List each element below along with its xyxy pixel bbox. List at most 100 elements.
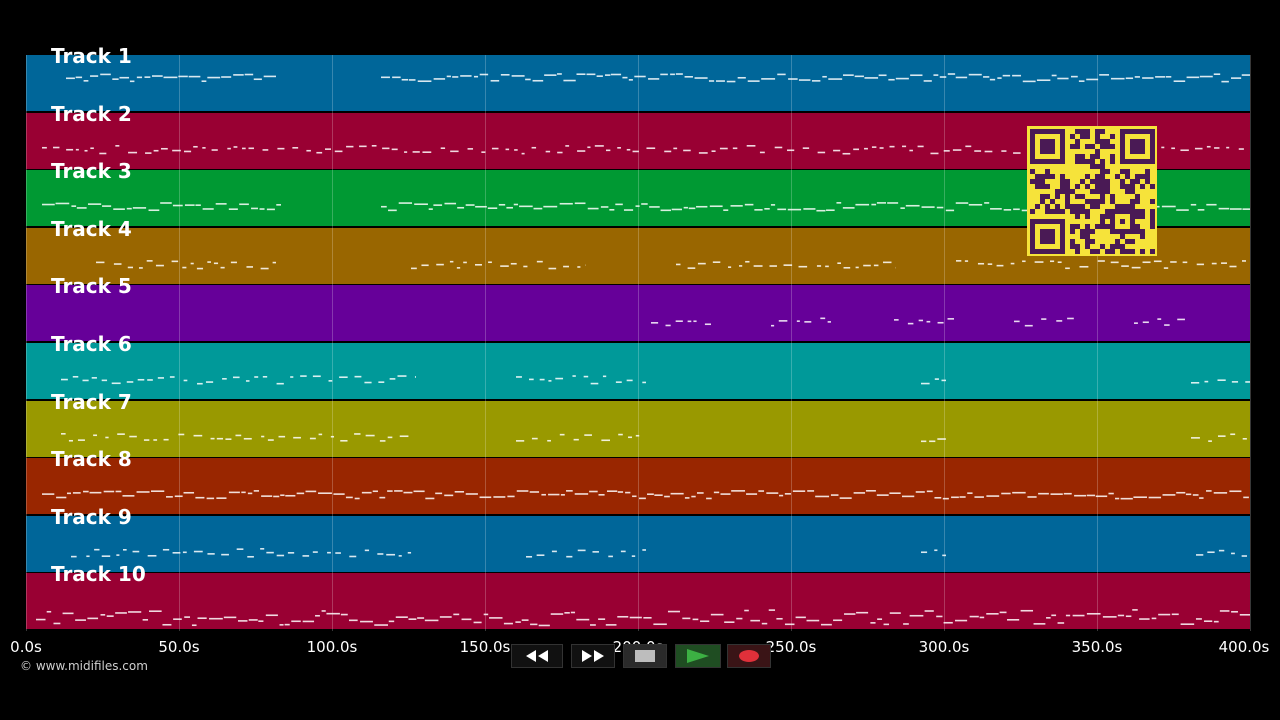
note xyxy=(197,617,207,620)
note xyxy=(745,260,750,263)
note xyxy=(696,206,708,208)
note xyxy=(461,618,472,621)
note xyxy=(392,76,401,79)
note xyxy=(629,617,642,619)
note xyxy=(626,379,633,382)
note xyxy=(302,621,315,623)
note xyxy=(491,147,499,149)
rewind-button[interactable] xyxy=(511,644,563,668)
note xyxy=(493,496,506,498)
note xyxy=(148,209,160,212)
note xyxy=(381,76,390,79)
note xyxy=(436,263,444,266)
track-lane[interactable] xyxy=(26,55,1250,112)
note xyxy=(955,76,968,79)
note xyxy=(1003,209,1012,211)
note xyxy=(483,614,489,616)
note xyxy=(687,267,696,269)
note xyxy=(947,73,956,75)
note xyxy=(1079,265,1089,268)
note xyxy=(511,75,525,77)
note xyxy=(936,206,944,209)
note xyxy=(184,150,192,152)
note xyxy=(1046,617,1051,620)
note xyxy=(386,553,396,556)
copyright-text: © www.midifiles.com xyxy=(20,659,148,673)
note xyxy=(529,378,534,381)
track-lane[interactable] xyxy=(26,573,1250,630)
note xyxy=(326,613,340,615)
fast-forward-button[interactable] xyxy=(571,644,615,668)
note xyxy=(937,437,946,440)
grid-line xyxy=(1250,55,1251,631)
note xyxy=(1243,496,1249,499)
note xyxy=(692,618,699,621)
note xyxy=(688,207,696,210)
note xyxy=(889,612,901,615)
stop-button[interactable] xyxy=(623,644,667,668)
note xyxy=(193,145,198,148)
note xyxy=(632,495,637,498)
note xyxy=(394,490,403,492)
record-button[interactable] xyxy=(727,644,771,668)
track-lane[interactable] xyxy=(26,400,1250,457)
note xyxy=(42,493,55,496)
note xyxy=(929,440,936,442)
track-notes xyxy=(61,375,1250,385)
note xyxy=(398,554,402,557)
stop-icon xyxy=(635,650,655,662)
note xyxy=(452,76,459,78)
note xyxy=(877,618,883,621)
track-lane[interactable] xyxy=(26,285,1250,342)
note xyxy=(583,375,589,378)
note xyxy=(544,74,557,76)
note xyxy=(670,493,684,495)
note xyxy=(481,150,486,153)
note xyxy=(202,208,214,210)
note xyxy=(143,438,150,441)
note xyxy=(1199,497,1204,500)
piano-roll[interactable]: Track 1 Track 2 Track 3 Track 4 Track 5 Track… xyxy=(26,44,1251,631)
note xyxy=(83,80,89,82)
note xyxy=(587,207,599,210)
note xyxy=(96,261,105,263)
note xyxy=(731,490,746,492)
note xyxy=(744,204,754,206)
track-lane[interactable] xyxy=(26,515,1250,572)
note xyxy=(817,151,826,153)
note xyxy=(66,148,74,151)
note xyxy=(309,437,316,439)
track-lane[interactable] xyxy=(26,343,1250,400)
play-button[interactable] xyxy=(675,644,721,668)
note xyxy=(833,619,843,622)
note xyxy=(1099,74,1110,76)
note xyxy=(903,623,909,626)
note xyxy=(417,617,425,620)
note xyxy=(276,204,281,206)
note xyxy=(102,205,112,208)
note xyxy=(66,492,71,495)
note xyxy=(538,625,550,627)
note xyxy=(693,320,697,323)
note xyxy=(921,440,927,442)
note xyxy=(945,209,955,212)
note xyxy=(587,146,591,148)
track-lane[interactable] xyxy=(26,458,1250,515)
note xyxy=(719,147,728,149)
note xyxy=(327,551,331,554)
note xyxy=(943,149,950,152)
note xyxy=(408,618,417,621)
note xyxy=(942,554,946,556)
note xyxy=(816,264,822,267)
note xyxy=(316,151,323,154)
note xyxy=(618,433,623,435)
note xyxy=(990,208,1002,210)
note xyxy=(195,497,205,499)
note xyxy=(1036,79,1051,82)
track-label: Track 4 xyxy=(51,216,132,241)
note xyxy=(230,261,237,264)
note xyxy=(474,263,482,266)
note xyxy=(216,437,224,440)
note xyxy=(590,382,599,385)
note xyxy=(101,379,108,382)
